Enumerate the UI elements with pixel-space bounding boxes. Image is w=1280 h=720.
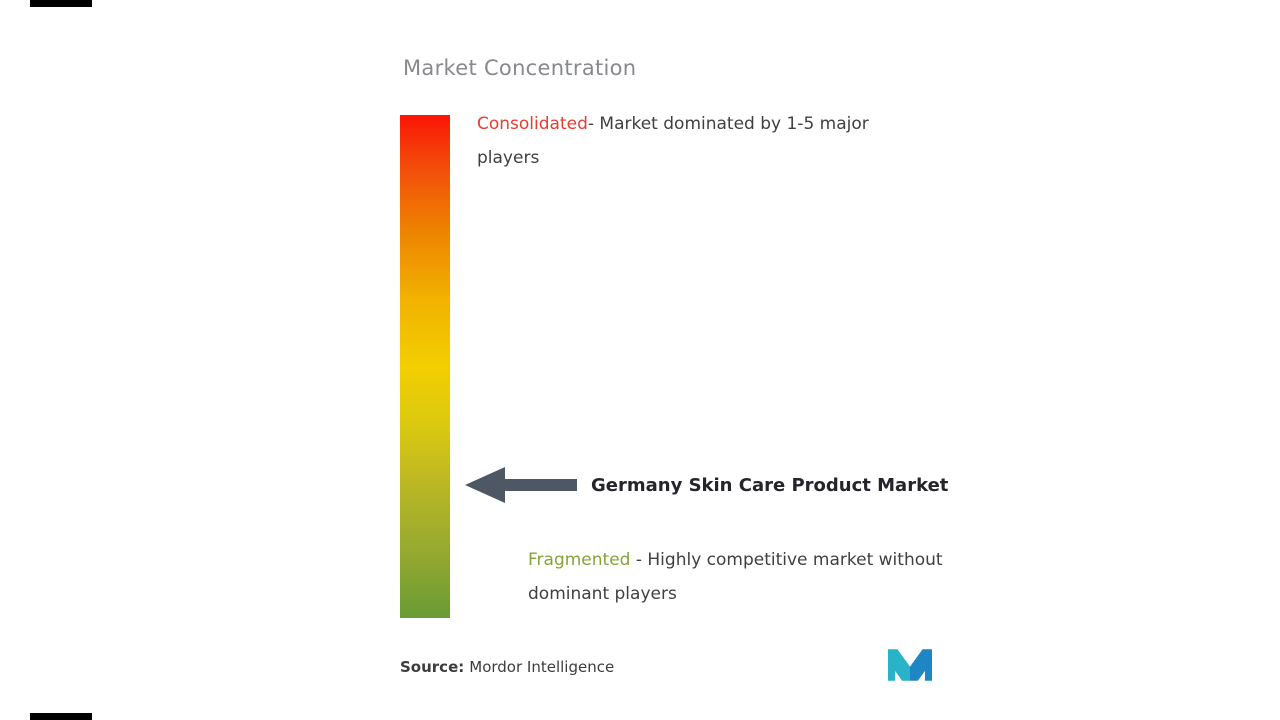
source-line: Source: Mordor Intelligence xyxy=(400,658,614,676)
mordor-intelligence-logo-icon xyxy=(888,649,932,681)
market-position-label: Germany Skin Care Product Market xyxy=(591,474,949,496)
fragmented-annotation: Fragmented - Highly competitive market w… xyxy=(528,543,963,611)
fragmented-label: Fragmented xyxy=(528,550,631,570)
consolidated-label: Consolidated xyxy=(477,114,588,134)
consolidated-annotation: Consolidated- Market dominated by 1-5 ma… xyxy=(477,107,869,175)
concentration-gradient-bar xyxy=(400,115,450,618)
page-edge-mark-bottom xyxy=(30,713,92,720)
market-position-marker: Germany Skin Care Product Market xyxy=(465,467,948,503)
source-value: Mordor Intelligence xyxy=(469,658,615,676)
page-edge-mark-top xyxy=(30,0,92,7)
source-label: Source: xyxy=(400,658,465,676)
consolidated-description: - Market dominated by 1-5 major players xyxy=(477,114,869,168)
fragmented-description: - Highly competitive market without domi… xyxy=(528,550,943,604)
chart-title: Market Concentration xyxy=(403,56,637,80)
left-arrow-icon xyxy=(465,467,577,503)
